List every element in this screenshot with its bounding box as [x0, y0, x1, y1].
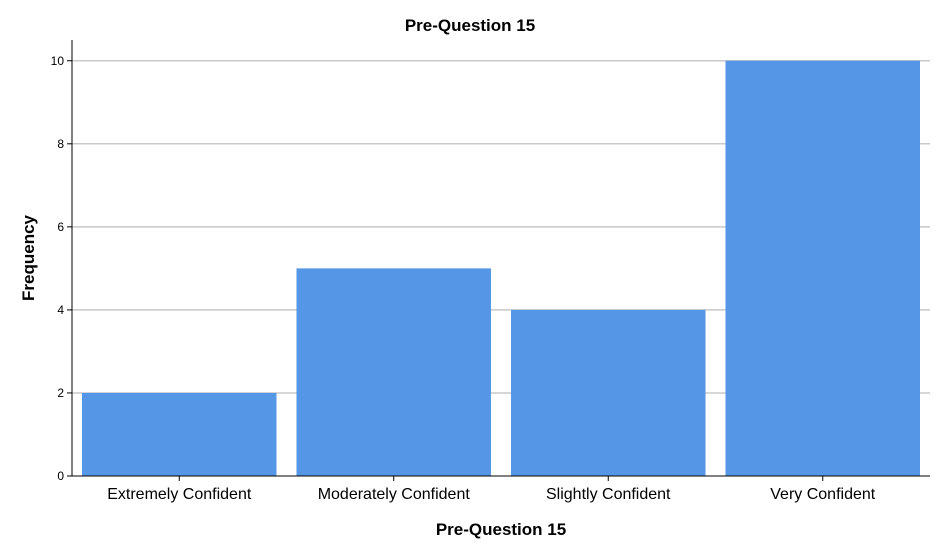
y-tick-label: 4: [57, 303, 64, 317]
x-tick-label: Very Confident: [770, 486, 876, 503]
x-tick-label: Moderately Confident: [318, 486, 471, 503]
y-tick-label: 10: [51, 54, 65, 68]
y-tick-label: 8: [57, 137, 64, 151]
bar-very-confident: [725, 60, 920, 477]
y-axis-label: Frequency: [19, 214, 38, 301]
bar-moderately-confident: [296, 268, 491, 476]
y-axis-ticks: 0 2 4 6 8 10: [51, 54, 72, 483]
bar-slightly-confident: [511, 309, 706, 476]
bar-extremely-confident: [82, 392, 277, 476]
chart-title: Pre-Question 15: [405, 16, 535, 35]
bars: [82, 60, 920, 477]
x-tick-label: Extremely Confident: [107, 486, 252, 503]
x-axis-ticks: Extremely Confident Moderately Confident S…: [107, 476, 876, 503]
x-tick-label: Slightly Confident: [546, 486, 671, 503]
x-axis-label: Pre-Question 15: [436, 520, 566, 539]
y-tick-label: 6: [57, 220, 64, 234]
y-tick-label: 2: [57, 386, 64, 400]
y-tick-label: 0: [57, 469, 64, 483]
